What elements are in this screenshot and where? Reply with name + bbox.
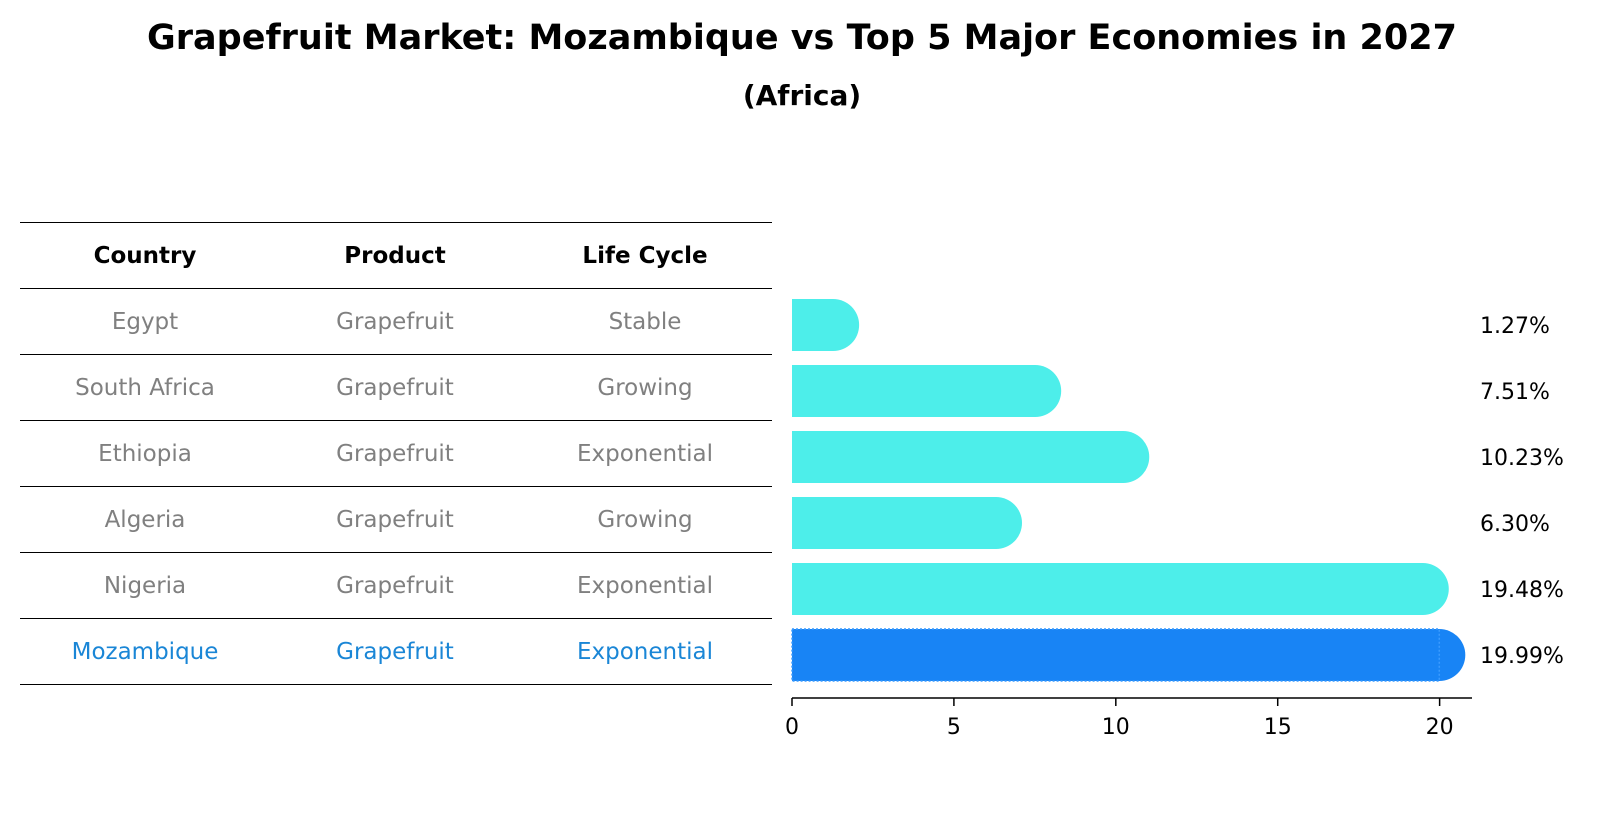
country-cell: Mozambique (71, 638, 219, 665)
table-row-highlight: Mozambique Grapefruit Exponential (20, 618, 772, 685)
table-header-row: Country Product Life Cycle (20, 222, 772, 288)
life-cycle-cell: Exponential (576, 572, 713, 599)
country-cell: Egypt (111, 308, 179, 335)
data-table: Country Product Life Cycle Egypt Grapefr… (20, 222, 772, 685)
data-label: 10.23% (1480, 446, 1564, 471)
table-row: South Africa Grapefruit Growing (20, 354, 772, 420)
life-cycle-cell: Growing (597, 374, 693, 401)
header-country: Country (93, 242, 197, 269)
country-cell: Ethiopia (98, 440, 192, 467)
life-cycle-cell: Exponential (576, 440, 713, 467)
product-cell: Grapefruit (336, 506, 454, 533)
x-tick-label: 15 (1264, 715, 1292, 740)
country-cell: South Africa (75, 374, 215, 401)
life-cycle-cell: Growing (597, 506, 693, 533)
data-label: 7.51% (1480, 380, 1550, 405)
bar-algeria (792, 497, 1022, 549)
data-label: 1.27% (1480, 314, 1550, 339)
life-cycle-cell: Stable (608, 308, 682, 335)
chart-title: Grapefruit Market: Mozambique vs Top 5 M… (147, 18, 1457, 58)
table-row: Algeria Grapefruit Growing (20, 486, 772, 552)
bar-mozambique (792, 629, 1466, 681)
product-cell: Grapefruit (336, 374, 454, 401)
product-cell: Grapefruit (336, 440, 454, 467)
country-cell: Nigeria (103, 572, 187, 599)
header-life-cycle: Life Cycle (582, 242, 708, 269)
country-cell: Algeria (104, 506, 186, 533)
bar-highlight-outline (791, 628, 1441, 682)
data-label: 19.99% (1480, 644, 1564, 669)
x-tick-label: 5 (947, 715, 961, 740)
bar-south-africa (792, 365, 1062, 417)
product-cell: Grapefruit (336, 308, 454, 335)
product-cell: Grapefruit (336, 638, 454, 665)
x-tick-label: 0 (785, 715, 799, 740)
table-row: Egypt Grapefruit Stable (20, 288, 772, 354)
bar-ethiopia (792, 431, 1150, 483)
bar-nigeria (792, 563, 1449, 615)
table-row: Nigeria Grapefruit Exponential (20, 552, 772, 618)
header-product: Product (344, 242, 446, 269)
product-cell: Grapefruit (336, 572, 454, 599)
data-label: 6.30% (1480, 512, 1550, 537)
data-label: 19.48% (1480, 578, 1564, 603)
x-tick-label: 20 (1426, 715, 1454, 740)
chart-subtitle: (Africa) (742, 79, 862, 112)
bar-egypt (792, 299, 860, 351)
life-cycle-cell: Exponential (576, 638, 713, 665)
x-tick-label: 10 (1102, 715, 1130, 740)
table-row: Ethiopia Grapefruit Exponential (20, 420, 772, 486)
